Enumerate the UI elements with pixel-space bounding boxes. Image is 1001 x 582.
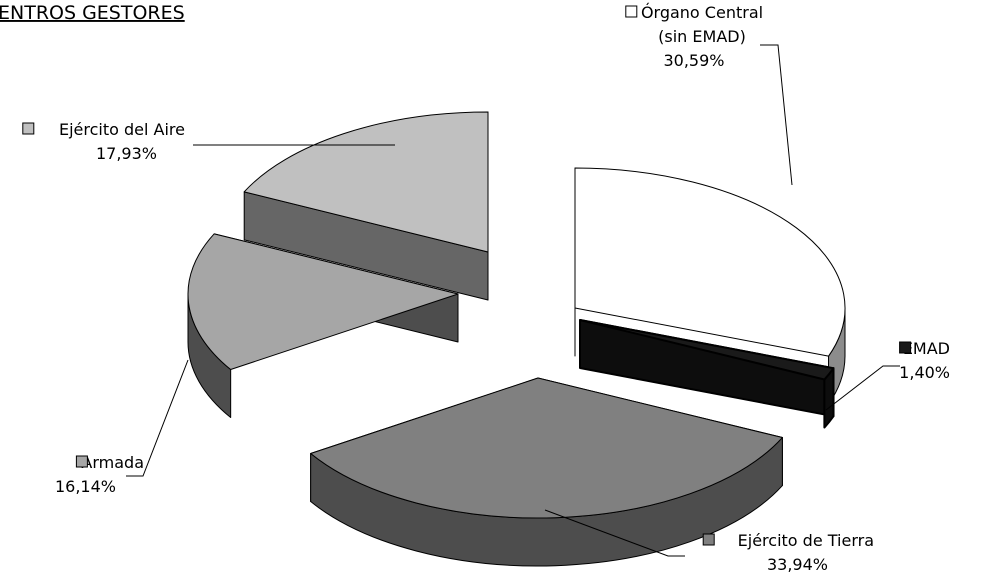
leader-line-organo-central-sin-emad [760,45,792,185]
value-label-emad: 1,40% [899,363,950,382]
legend-marker-ejercito-de-tierra [703,534,714,545]
legend-marker-ejercito-del-aire [23,123,34,134]
label-armada-line-1: Armada [81,453,144,472]
legend-marker-emad [900,342,911,353]
label-ejercito-del-aire-line-1: Ejército del Aire [59,120,185,139]
value-label-armada: 16,14% [55,477,116,496]
legend-marker-organo-central-sin-emad [626,6,637,17]
pie-group [188,112,845,566]
value-label-ejercito-de-tierra: 33,94% [767,555,828,574]
label-ejercito-de-tierra-line-1: Ejército de Tierra [738,531,874,550]
label-organo-central-sin-emad-line-1: Órgano Central [641,3,763,22]
value-label-organo-central-sin-emad: 30,59% [663,51,724,70]
legend-marker-armada [76,456,87,467]
label-organo-central-sin-emad-line-2: (sin EMAD) [658,27,746,46]
value-label-ejercito-del-aire: 17,93% [96,144,157,163]
chart-title: ENTROS GESTORES [0,2,185,24]
